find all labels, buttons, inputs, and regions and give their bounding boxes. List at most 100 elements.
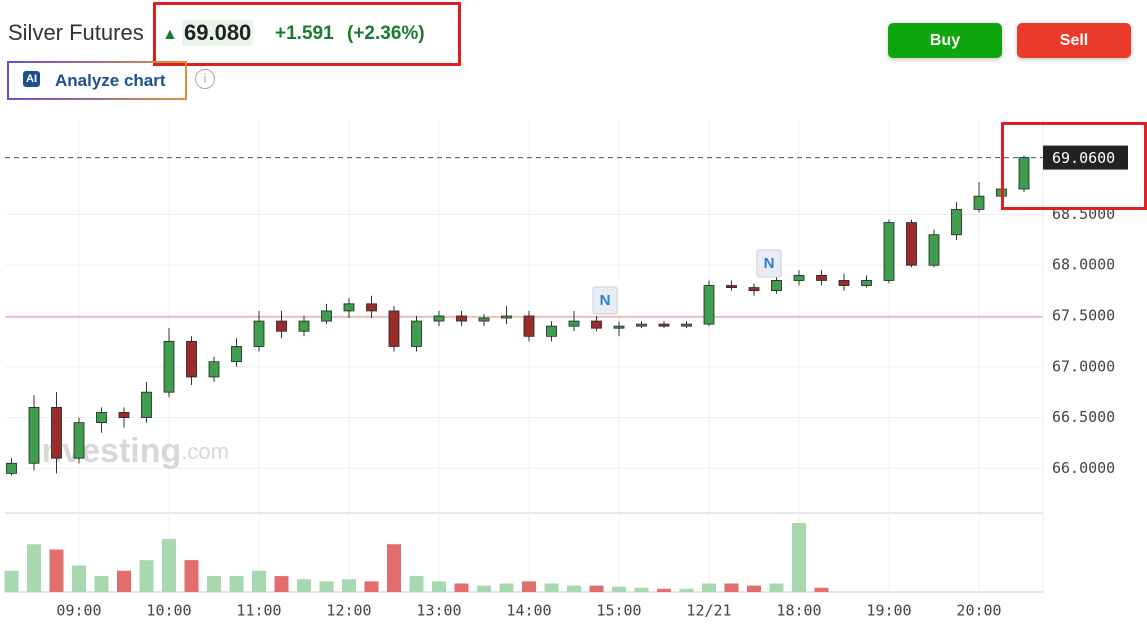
candle-body (523, 315, 535, 337)
news-marker-box (592, 286, 618, 315)
x-tick-label: 10:00 (146, 602, 191, 620)
candle-body (928, 234, 940, 266)
candle-body (951, 208, 962, 236)
y-tick-label: 68.0000 (1052, 256, 1115, 274)
x-tick-label: 19:00 (866, 602, 911, 620)
candle-body (568, 320, 580, 327)
x-tick-label: 15:00 (596, 602, 641, 620)
candle-body (366, 303, 377, 312)
volume-bar (814, 587, 829, 592)
sell-button[interactable]: Sell (1017, 23, 1131, 58)
volume-bar (792, 523, 806, 592)
volume-bar (769, 583, 784, 592)
volume-bar (724, 583, 739, 592)
candle-body (546, 325, 557, 337)
candle-body (298, 320, 310, 332)
volume-bar (229, 576, 244, 592)
candle-body (28, 406, 40, 464)
news-marker-box (756, 249, 782, 278)
volume-bar (454, 583, 469, 592)
candle-body (793, 274, 805, 281)
volume-bar (4, 570, 19, 592)
ai-badge: AI (23, 71, 40, 87)
candle-body (231, 346, 242, 363)
analyze-button[interactable]: AI Analyze chart (7, 61, 187, 100)
candle-body (343, 303, 355, 312)
volume-bar (747, 585, 761, 592)
volume-bar (274, 576, 289, 592)
info-icon[interactable]: i (195, 69, 215, 89)
volume-bar (544, 583, 559, 592)
buy-button[interactable]: Buy (888, 23, 1002, 58)
volume-bar (162, 538, 176, 592)
y-tick-label: 66.0000 (1052, 459, 1115, 477)
candle-body (96, 412, 107, 424)
volume-bar (477, 585, 491, 592)
volume-bar (634, 587, 649, 592)
volume-bar (387, 544, 401, 592)
candle-body (591, 320, 602, 329)
candle-body (411, 320, 422, 347)
candle-body (658, 323, 670, 327)
volume-bar (319, 581, 334, 592)
candle-body (73, 422, 85, 459)
volume-bar (679, 588, 694, 592)
candle-body (883, 222, 895, 281)
candle-body (253, 320, 265, 347)
watermark: Investing.com (32, 432, 229, 470)
candle-body (748, 287, 760, 292)
volume-bar (657, 588, 671, 592)
candle-body (321, 310, 332, 322)
candle-body (276, 320, 287, 332)
change: +1.591 (275, 23, 334, 44)
volume-bar (139, 560, 154, 592)
candle-body (726, 285, 737, 288)
candle-body (118, 412, 130, 418)
candle-body (6, 462, 17, 474)
candle-body (478, 317, 490, 322)
candle-body (613, 325, 625, 329)
candle-body (163, 340, 175, 393)
news-marker: N (764, 255, 775, 272)
x-tick-label: 14:00 (506, 602, 551, 620)
candle-body (433, 315, 445, 322)
volume-bar (72, 565, 86, 592)
candle-body (186, 340, 197, 378)
volume-bar (612, 586, 626, 592)
volume-bar (567, 585, 581, 592)
change-pct: (+2.36%) (347, 23, 425, 44)
candle-body (636, 323, 647, 327)
watermark-suffix: .com (181, 439, 229, 464)
volume-bar (432, 581, 446, 592)
highlight-box (1001, 122, 1147, 210)
candle-body (208, 361, 220, 378)
volume-bar (589, 585, 604, 592)
price: 69.080 (182, 20, 254, 46)
y-tick-label: 66.5000 (1052, 408, 1115, 426)
volume-bar (252, 570, 266, 592)
x-tick-label: 12:00 (326, 602, 371, 620)
x-tick-label: 09:00 (56, 602, 101, 620)
candle-body (388, 310, 400, 347)
volume-bar (702, 583, 716, 592)
watermark-brand: Investing (32, 432, 181, 470)
volume-bar (27, 544, 41, 592)
highlight-box (153, 2, 461, 66)
volume-bar (297, 579, 311, 592)
candle-body (973, 195, 985, 210)
candle-body (681, 323, 692, 327)
volume-bar (207, 576, 221, 592)
up-arrow: ▲ (162, 26, 178, 43)
candle-body (861, 280, 872, 286)
candle-body (906, 222, 917, 266)
candle-body (816, 274, 827, 281)
volume-bar (499, 583, 514, 592)
candle-body (456, 315, 467, 322)
instrument-title: Silver Futures (8, 20, 144, 45)
x-tick-label: 12/21 (686, 602, 731, 620)
x-tick-label: 13:00 (416, 602, 461, 620)
candle-body (51, 406, 62, 459)
volume-bar (49, 549, 64, 592)
volume-bar (342, 579, 356, 592)
